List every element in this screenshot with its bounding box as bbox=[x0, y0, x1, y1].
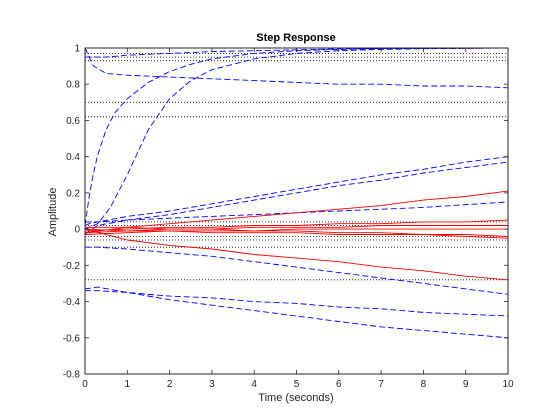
y-tick-label-9: 1 bbox=[74, 44, 80, 55]
y-tick-label-0: -0.8 bbox=[63, 370, 81, 381]
x-tick-label-3: 3 bbox=[209, 379, 215, 390]
red-solid-series-10 bbox=[84, 190, 509, 234]
y-axis-ticks: -0.8 -0.6 -0.4 -0.2 0 0.2 0.4 0.6 0.8 1 bbox=[63, 44, 508, 381]
x-tick-label-10: 10 bbox=[502, 379, 514, 390]
blue-dashed-series-6 bbox=[85, 201, 509, 223]
plot-area-background bbox=[85, 48, 508, 374]
red-solid-series-11 bbox=[84, 228, 509, 281]
y-tick-label-2: -0.4 bbox=[63, 297, 81, 308]
red-solid-series-15 bbox=[84, 228, 509, 239]
x-tick-label-1: 1 bbox=[125, 379, 131, 390]
y-axis-label: Amplitude bbox=[47, 188, 59, 237]
x-tick-label-2: 2 bbox=[167, 379, 173, 390]
x-axis-label: Time (seconds) bbox=[258, 392, 333, 404]
blue-dashed-series-8 bbox=[85, 290, 509, 317]
y-tick-label-3: -0.2 bbox=[63, 261, 81, 272]
blue-dashed-series-5 bbox=[84, 161, 509, 235]
blue-dashed-series-9 bbox=[84, 286, 509, 339]
y-tick-label-7: 0.6 bbox=[66, 116, 80, 127]
y-tick-label-8: 0.8 bbox=[66, 80, 80, 91]
blue-dashed-series-7 bbox=[85, 246, 509, 295]
red-solid-series-12 bbox=[84, 219, 509, 232]
x-tick-label-0: 0 bbox=[82, 379, 88, 390]
x-tick-label-6: 6 bbox=[336, 379, 342, 390]
blue-dashed-series-0 bbox=[84, 47, 509, 226]
series-layer bbox=[84, 47, 509, 339]
y-tick-label-6: 0.4 bbox=[66, 152, 80, 163]
x-tick-label-4: 4 bbox=[251, 379, 257, 390]
y-tick-label-1: -0.6 bbox=[63, 333, 81, 344]
red-solid-series-14 bbox=[84, 225, 508, 234]
y-tick-label-5: 0.2 bbox=[66, 188, 80, 199]
red-solid-series-16 bbox=[84, 228, 508, 235]
y-tick-label-4: 0 bbox=[74, 225, 80, 236]
red-solid-series-13 bbox=[85, 226, 509, 237]
x-axis-ticks: 0 1 2 3 4 5 6 7 8 9 10 bbox=[82, 48, 514, 390]
blue-dashed-series-1 bbox=[84, 47, 509, 230]
x-tick-label-8: 8 bbox=[421, 379, 427, 390]
blue-dashed-series-2 bbox=[84, 47, 509, 89]
x-tick-label-5: 5 bbox=[294, 379, 300, 390]
x-tick-label-7: 7 bbox=[378, 379, 384, 390]
chart-title: Step Response bbox=[256, 32, 335, 44]
x-tick-label-9: 9 bbox=[463, 379, 469, 390]
